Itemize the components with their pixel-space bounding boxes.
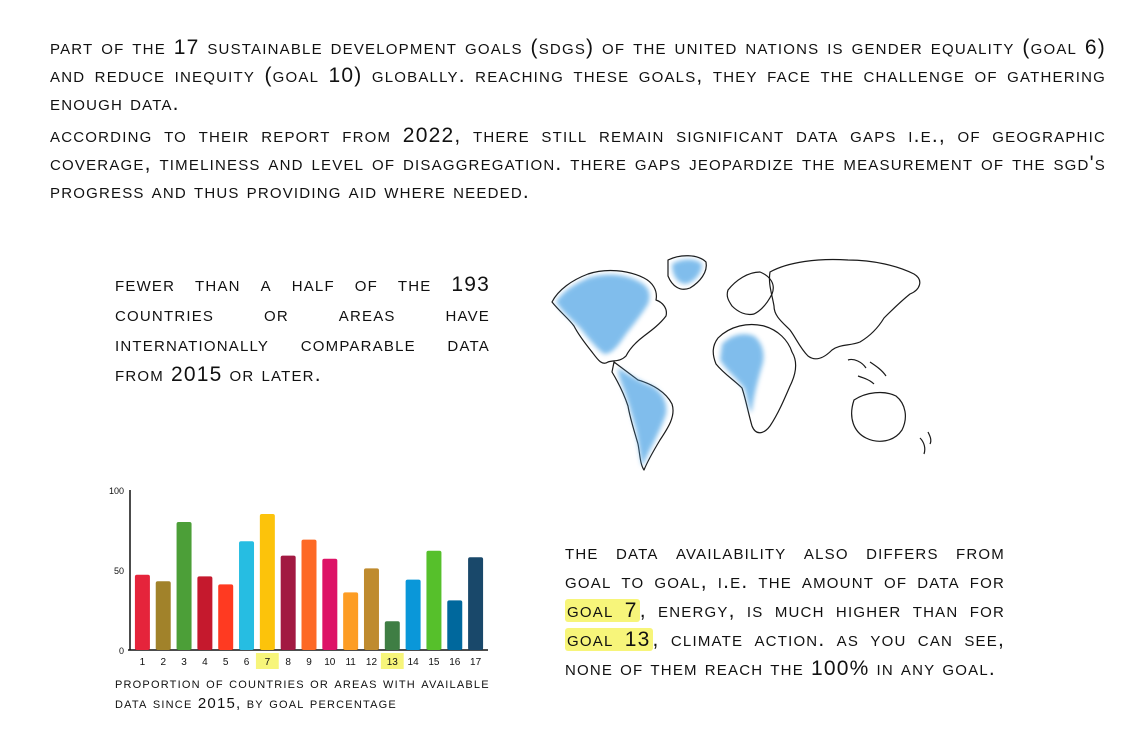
- y-tick-label-0: 0: [119, 646, 124, 656]
- bar-goal-10: [322, 558, 338, 650]
- bar-goal-7: [259, 514, 275, 650]
- north-america-shape: [551, 269, 667, 364]
- bar-goal-3: [176, 522, 192, 650]
- x-tick-label-3: 3: [181, 657, 187, 668]
- bar-goal-16: [447, 600, 463, 650]
- x-tick-label-4: 4: [202, 657, 208, 668]
- x-tick-highlight-7: [255, 653, 279, 669]
- world-map: [548, 250, 943, 475]
- x-tick-label-7: 7: [265, 657, 271, 668]
- south-america-shape: [611, 361, 674, 471]
- x-tick-label-15: 15: [428, 657, 440, 668]
- y-tick-label-100: 100: [109, 486, 124, 496]
- x-tick-label-9: 9: [306, 657, 312, 668]
- goal-7-highlight: goal 7: [565, 599, 640, 622]
- bar-goal-4: [197, 576, 213, 650]
- note-text-part-1: The data availability also differs from …: [565, 541, 1005, 593]
- intro-paragraph-1: Part of the 17 Sustainable Development G…: [50, 36, 1106, 115]
- bar-goal-9: [301, 539, 317, 650]
- x-tick-label-16: 16: [449, 657, 461, 668]
- x-tick-label-10: 10: [324, 657, 336, 668]
- x-tick-label-11: 11: [345, 657, 356, 668]
- australia-shape: [851, 391, 906, 442]
- goal-13-highlight: goal 13: [565, 628, 653, 651]
- chart-caption: Proportion of countries or areas with av…: [115, 675, 490, 712]
- bar-goal-14: [405, 579, 421, 650]
- x-tick-label-14: 14: [408, 657, 420, 668]
- x-tick-highlight-13: [380, 653, 404, 669]
- bar-goal-1: [134, 574, 150, 650]
- europe-shape: [726, 271, 774, 316]
- bar-goal-15: [426, 550, 442, 650]
- x-tick-label-2: 2: [160, 657, 166, 668]
- bar-goal-2: [155, 581, 171, 650]
- intro-paragraph-2: According to their report from 2022, the…: [50, 124, 1106, 203]
- new-zealand-shape: [919, 431, 932, 455]
- y-tick-label-50: 50: [114, 566, 124, 576]
- bar-goal-11: [343, 592, 359, 650]
- bar-goal-5: [218, 584, 234, 650]
- x-tick-label-6: 6: [244, 657, 250, 668]
- x-tick-label-5: 5: [223, 657, 229, 668]
- world-map-illustration: [551, 255, 932, 471]
- bar-goal-17: [468, 557, 484, 650]
- countries-fact-text: Fewer than a half of the 193 countries o…: [115, 273, 490, 386]
- asia-shape: [768, 258, 921, 360]
- bar-goal-6: [239, 541, 255, 650]
- bar-goal-8: [280, 555, 296, 650]
- x-tick-label-12: 12: [366, 657, 378, 668]
- x-tick-label-1: 1: [140, 657, 146, 668]
- goal-comparison-text: The data availability also differs from …: [565, 538, 1005, 683]
- x-tick-label-17: 17: [470, 657, 482, 668]
- bar-goal-12: [363, 568, 379, 650]
- bar-goal-13: [384, 621, 400, 650]
- x-tick-label-8: 8: [285, 657, 291, 668]
- note-text-part-2: , energy, is much higher than for: [639, 599, 1005, 622]
- x-tick-label-13: 13: [387, 657, 399, 668]
- africa-shape: [712, 323, 797, 434]
- note-text-part-3: , climate action. As you can see, none o…: [565, 628, 1006, 680]
- islands-shape: [847, 358, 887, 385]
- greenland-shape: [667, 255, 707, 290]
